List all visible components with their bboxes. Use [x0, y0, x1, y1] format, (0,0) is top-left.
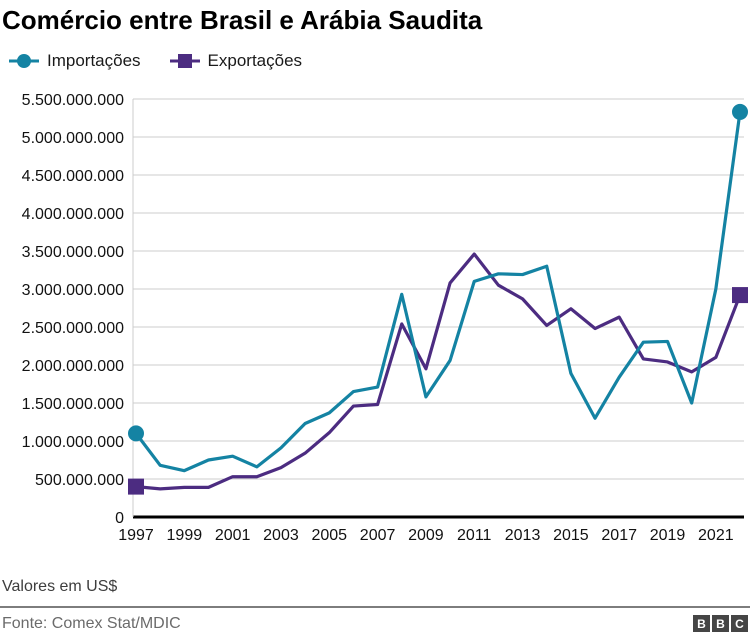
legend-label-exportacoes: Exportações	[207, 50, 303, 70]
footer: Fonte: Comex Stat/MDIC B B C	[0, 615, 750, 633]
y-tick-label: 500.000.000	[35, 472, 124, 489]
chart-legend: Importações Exportações	[8, 51, 750, 71]
series-endpoint-marker-importacoes	[732, 103, 748, 120]
legend-item-exportacoes: Exportações	[169, 50, 303, 71]
y-tick-label: 3.000.000.000	[22, 282, 124, 299]
y-tick-label: 2.000.000.000	[22, 358, 124, 375]
x-tick-label: 1997	[118, 527, 154, 544]
bbc-logo: B B C	[693, 615, 748, 633]
x-tick-label: 2007	[360, 527, 396, 544]
y-tick-label: 4.000.000.000	[22, 206, 124, 223]
x-tick-label: 2001	[215, 527, 251, 544]
y-tick-label: 4.500.000.000	[22, 168, 124, 185]
y-tick-label: 5.000.000.000	[22, 130, 124, 147]
bbc-logo-letter-c: C	[731, 615, 748, 633]
bbc-logo-letter-b1: B	[693, 615, 710, 633]
chart-svg: 0 500.000.000 1.000.000.000 1.500.000.000 2.…	[22, 92, 748, 544]
line-circle-marker-icon	[9, 53, 39, 68]
x-tick-label: 2013	[505, 527, 541, 544]
x-tick-label: 2019	[650, 527, 686, 544]
x-tick-label: 2005	[311, 527, 347, 544]
y-tick-label: 1.500.000.000	[22, 396, 124, 413]
series-endpoint-marker-importacoes	[128, 425, 144, 442]
y-tick-label: 3.500.000.000	[22, 244, 124, 261]
series-endpoint-marker-exportacoes	[128, 478, 144, 495]
x-tick-label: 2021	[698, 527, 734, 544]
chart-title: Comércio entre Brasil e Arábia Saudita	[2, 5, 483, 35]
series-endpoint-marker-exportacoes	[732, 286, 748, 303]
legend-label-importacoes: Importações	[47, 50, 141, 70]
y-tick-label: 5.500.000.000	[22, 92, 124, 109]
legend-item-importacoes: Importações	[8, 51, 141, 71]
y-tick-label: 2.500.000.000	[22, 320, 124, 337]
bbc-logo-letter-b2: B	[712, 615, 729, 633]
source-text: Fonte: Comex Stat/MDIC	[2, 614, 181, 632]
x-tick-label: 2003	[263, 527, 299, 544]
y-tick-label: 1.000.000.000	[22, 434, 124, 451]
y-tick-label: 0	[115, 510, 124, 527]
chart-caption: Valores em US$	[2, 577, 118, 595]
footer-divider	[0, 605, 750, 608]
x-tick-label: 2017	[601, 527, 637, 544]
x-tick-label: 1999	[167, 527, 203, 544]
line-square-marker-icon	[169, 53, 200, 68]
x-tick-label: 2015	[553, 527, 589, 544]
x-tick-label: 2011	[457, 527, 492, 544]
x-tick-label: 2009	[408, 527, 444, 544]
series-line-importacoes	[134, 110, 742, 473]
series-line-exportacoes	[134, 252, 742, 491]
